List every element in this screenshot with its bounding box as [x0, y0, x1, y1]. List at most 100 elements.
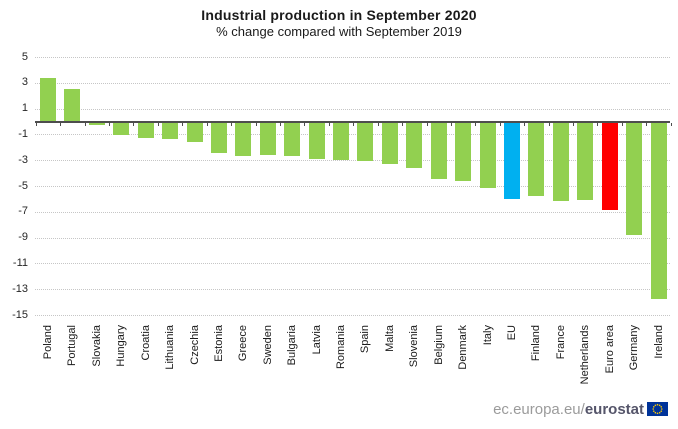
bar-euro-area — [601, 122, 618, 211]
bar-denmark — [455, 122, 472, 181]
category-tick — [206, 122, 208, 126]
bar-croatia — [137, 122, 154, 138]
bar-estonia — [210, 122, 227, 154]
x-axis-label-belgium: Belgium — [432, 325, 445, 365]
bar-latvia — [308, 122, 325, 159]
bar-romania — [333, 122, 350, 160]
x-axis-label-bulgaria: Bulgaria — [286, 325, 299, 366]
x-axis-label-portugal: Portugal — [66, 325, 79, 366]
x-axis-label-croatia: Croatia — [139, 325, 152, 361]
x-axis-label-lithuania: Lithuania — [164, 325, 177, 370]
category-tick — [304, 122, 306, 126]
category-tick — [426, 122, 428, 126]
x-axis-label-poland: Poland — [42, 325, 54, 360]
bar-italy — [479, 122, 496, 189]
category-tick — [182, 122, 184, 126]
category-tick — [133, 122, 135, 126]
x-axis-label-euro-area: Euro area — [603, 325, 616, 374]
x-axis-label-eu: EU — [505, 325, 518, 341]
x-axis-label-spain: Spain — [359, 325, 372, 354]
x-axis-label-slovenia: Slovenia — [408, 325, 421, 368]
category-tick — [279, 122, 281, 126]
x-axis-line — [35, 120, 670, 123]
y-axis-label--5: -5 — [18, 179, 28, 192]
eu-flag-icon — [647, 402, 668, 416]
bar-netherlands — [577, 122, 594, 200]
x-axis-label-france: France — [554, 325, 567, 360]
chart-subtitle: % change compared with September 2019 — [216, 24, 462, 39]
bar-czechia — [186, 122, 203, 142]
x-axis-label-denmark: Denmark — [457, 325, 470, 370]
gridline-y--5 — [35, 186, 670, 187]
category-tick — [377, 122, 379, 126]
x-axis-label-slovakia: Slovakia — [90, 325, 103, 367]
x-axis-label-sweden: Sweden — [261, 325, 274, 365]
y-axis-label-1: 1 — [21, 102, 28, 115]
y-axis-label--15: -15 — [12, 308, 28, 321]
x-axis-label-estonia: Estonia — [212, 325, 225, 362]
x-axis-label-latvia: Latvia — [310, 325, 323, 355]
y-axis-label-3: 3 — [21, 76, 28, 89]
chart-title: Industrial production in September 2020 — [201, 7, 477, 23]
category-tick — [328, 122, 330, 126]
category-tick — [646, 122, 648, 126]
bar-finland — [528, 122, 545, 197]
category-tick — [231, 122, 233, 126]
gridline-y--3 — [35, 160, 670, 162]
category-tick — [353, 122, 355, 126]
category-tick — [621, 122, 623, 126]
footer-branding: ec.europa.eu/eurostat — [493, 401, 668, 418]
x-axis-label-germany: Germany — [628, 325, 641, 371]
x-axis-label-hungary: Hungary — [115, 325, 128, 367]
x-axis-label-greece: Greece — [237, 325, 250, 362]
x-axis-label-finland: Finland — [530, 325, 543, 362]
x-axis-label-czechia: Czechia — [188, 325, 201, 365]
category-tick — [524, 122, 526, 126]
y-axis-label--11: -11 — [12, 256, 28, 269]
bar-spain — [357, 122, 374, 162]
x-axis-label-malta: Malta — [383, 325, 396, 352]
category-tick — [35, 122, 37, 126]
gridline-y-3 — [35, 82, 670, 84]
category-tick — [402, 122, 404, 126]
footer-url-prefix: ec.europa.eu/ — [493, 400, 585, 418]
x-axis-label-netherlands: Netherlands — [579, 325, 592, 385]
bar-poland — [40, 77, 56, 122]
category-tick — [255, 122, 257, 126]
bar-bulgaria — [284, 122, 301, 157]
bar-sweden — [259, 122, 276, 155]
x-axis-label-romania: Romania — [335, 325, 348, 370]
bar-malta — [381, 122, 398, 164]
y-axis-label--1: -1 — [18, 127, 28, 140]
y-axis-label--9: -9 — [18, 231, 28, 244]
x-axis-label-ireland: Ireland — [652, 325, 665, 359]
bar-slovakia — [88, 122, 105, 126]
gridline-y--13 — [35, 289, 670, 291]
category-tick — [157, 122, 159, 126]
category-tick — [475, 122, 477, 126]
category-tick — [109, 122, 111, 126]
bar-germany — [626, 122, 643, 235]
y-axis-label--7: -7 — [18, 205, 28, 218]
gridline-y--9 — [35, 237, 670, 239]
gridline-y--7 — [35, 211, 670, 213]
gridline-y-1 — [35, 108, 670, 110]
footer-url: ec.europa.eu/eurostat — [493, 401, 644, 418]
bar-france — [552, 122, 569, 202]
category-tick — [670, 122, 672, 126]
category-tick — [573, 122, 575, 126]
gridline-y--1 — [35, 134, 670, 136]
category-tick — [597, 122, 599, 126]
gridline-y--11 — [35, 263, 670, 265]
category-tick — [60, 122, 62, 126]
category-tick — [499, 122, 501, 126]
category-tick — [84, 122, 86, 126]
category-tick — [548, 122, 550, 126]
y-axis-label--13: -13 — [12, 282, 28, 295]
bar-greece — [235, 122, 252, 157]
bar-ireland — [650, 122, 667, 300]
bar-belgium — [430, 122, 447, 180]
bar-hungary — [113, 122, 130, 136]
gridline-y--15 — [35, 315, 670, 316]
